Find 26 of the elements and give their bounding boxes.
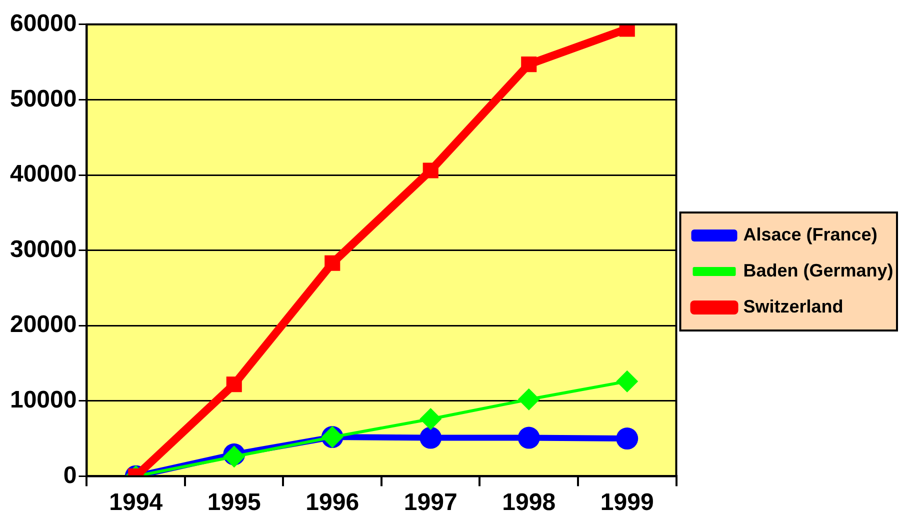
point: [616, 428, 638, 450]
x-tick-label: 1995: [207, 489, 261, 516]
x-tick-label: 1996: [306, 489, 360, 516]
x-tick-label: 1997: [404, 489, 458, 516]
y-tick-label: 0: [63, 462, 77, 489]
y-tick-label: 30000: [10, 236, 77, 263]
x-tick-label: 1999: [600, 489, 654, 516]
point: [616, 370, 638, 392]
x-tick-label: 1998: [502, 489, 556, 516]
point: [521, 56, 537, 72]
y-tick-label: 60000: [10, 10, 77, 38]
point: [226, 376, 242, 392]
y-tick-label: 20000: [10, 311, 77, 338]
point: [422, 162, 438, 178]
legend-label: Switzerland: [743, 296, 844, 316]
point: [518, 388, 540, 410]
point: [518, 426, 540, 449]
point: [420, 426, 442, 449]
legend-label: Baden (Germany): [743, 260, 894, 280]
x-tick-label: 1994: [109, 489, 164, 516]
legend-label: Alsace (France): [743, 224, 878, 244]
y-tick-label: 10000: [10, 386, 77, 414]
point: [420, 408, 442, 430]
y-tick-label: 50000: [10, 85, 77, 112]
point: [324, 255, 340, 271]
y-tick-label: 40000: [10, 160, 77, 188]
